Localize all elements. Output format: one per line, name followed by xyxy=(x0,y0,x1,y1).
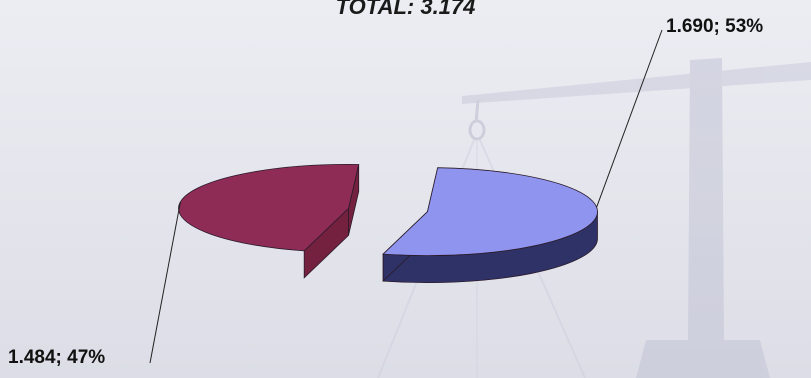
data-label-slice-2: 1.690; 53% xyxy=(666,16,764,37)
data-label-slice-1: 1.484; 47% xyxy=(8,347,106,368)
leader-line xyxy=(596,29,663,208)
pie-slice-1 xyxy=(178,163,360,279)
pie-slice-2 xyxy=(382,167,598,284)
slice-top-face xyxy=(382,167,598,257)
slice-top-face xyxy=(178,163,360,252)
scale-icon xyxy=(377,58,811,378)
chart-title: TOTAL: 3.174 xyxy=(335,0,476,19)
leader-line xyxy=(149,201,181,364)
